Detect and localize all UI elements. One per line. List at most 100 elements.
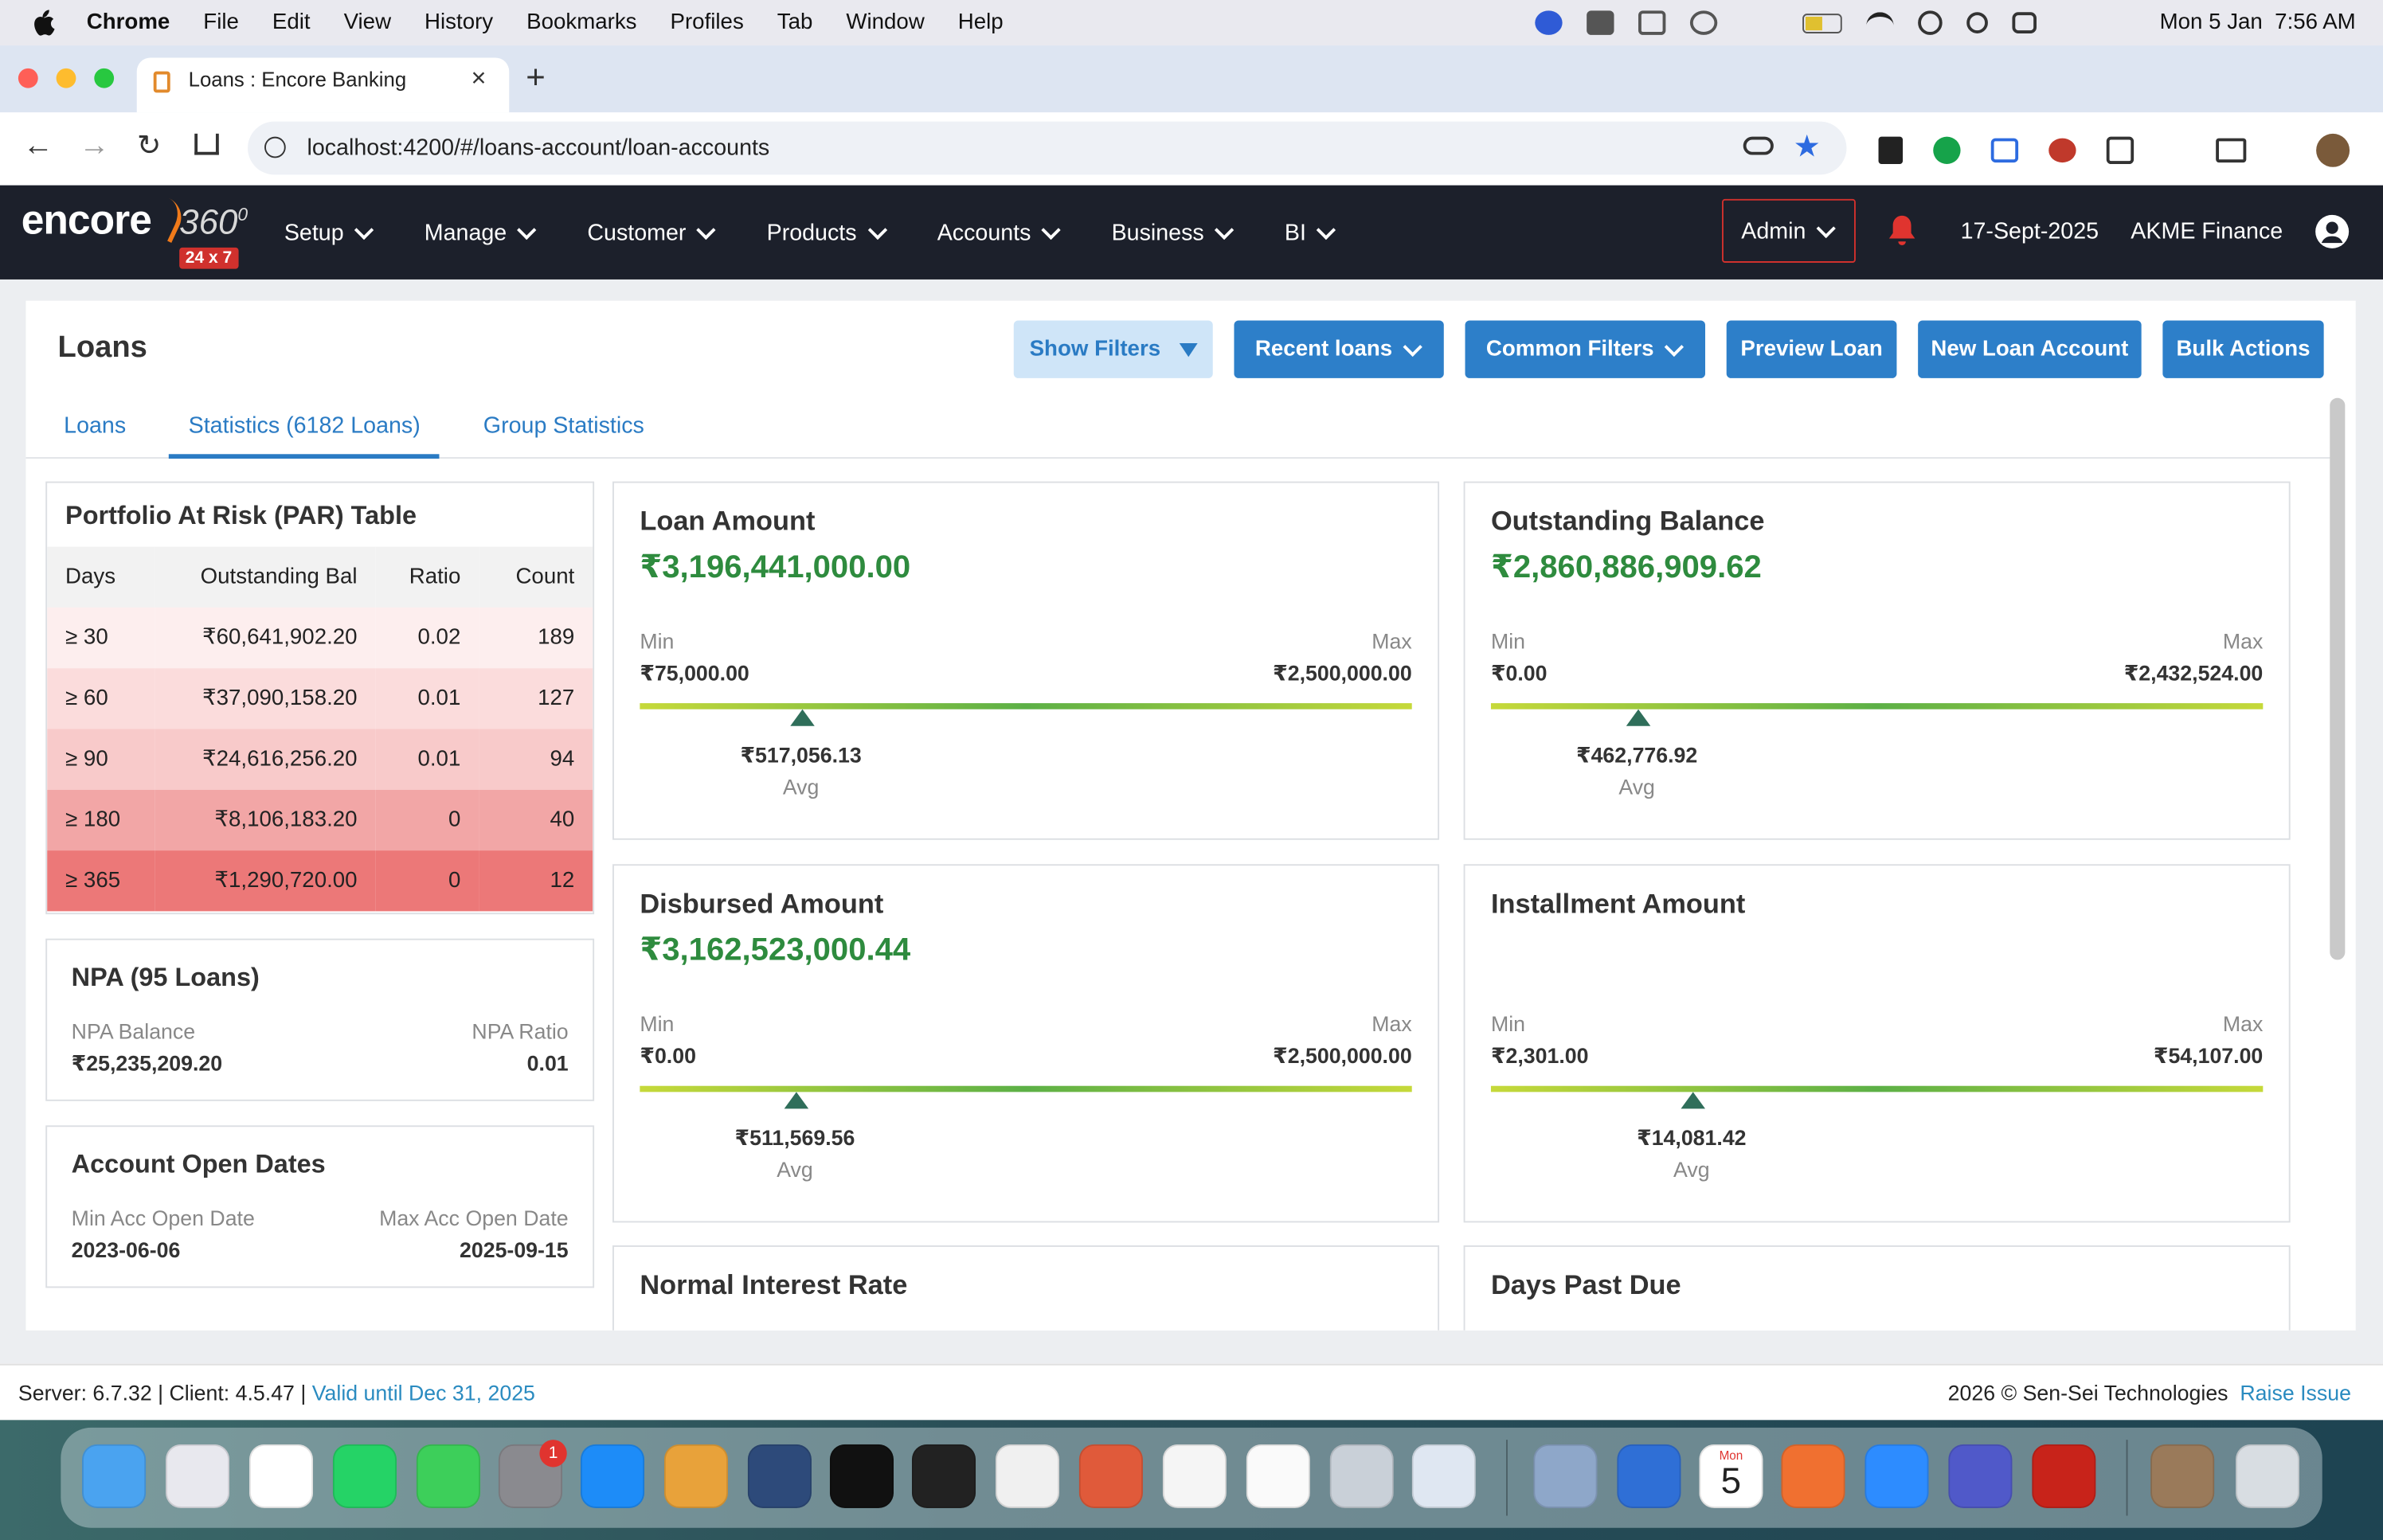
nav-menu[interactable]: Manage [425,220,538,245]
dock-app-icon[interactable] [416,1444,480,1508]
site-info-icon[interactable] [264,136,286,158]
vpn-status-icon[interactable] [1638,10,1666,35]
par-cell: 127 [538,686,575,711]
reload-button[interactable]: ↻ [136,131,162,163]
dock-app-icon[interactable] [2235,1444,2300,1508]
min-value: ₹75,000.00 [640,660,749,686]
nav-label: Customer [587,219,687,246]
zoom-status-icon[interactable] [1535,10,1563,35]
action-button[interactable]: Bulk Actions [2162,320,2324,378]
dock-app-icon[interactable] [911,1444,976,1508]
extension-icon[interactable] [1990,138,2019,163]
dock-app-icon[interactable] [663,1444,729,1508]
dock-app-icon[interactable] [1617,1444,1681,1508]
organization[interactable]: AKME Finance [2131,218,2283,245]
menu-item[interactable]: Help [957,10,1004,35]
action-button[interactable]: Preview Loan [1726,320,1897,378]
dock-app-icon[interactable] [1533,1444,1598,1508]
dock-app-icon[interactable] [1865,1444,1929,1508]
browser-menu[interactable]: ⋮ [2380,137,2383,164]
extension-icon[interactable] [1933,136,1961,164]
scrollbar[interactable] [2330,397,2346,960]
home-button[interactable] [194,133,219,155]
new-tab[interactable]: + [526,57,546,96]
menu-item[interactable]: View [343,10,392,35]
dock-app-icon[interactable] [82,1444,147,1508]
nav-menu[interactable]: Accounts [937,220,1062,245]
dock-app-icon[interactable] [1078,1444,1143,1508]
dock-app-icon[interactable] [995,1444,1060,1508]
active-tab[interactable]: Loans : Encore Banking × [136,57,510,113]
back-button[interactable]: ← [22,129,53,163]
admin-menu[interactable]: Admin [1721,198,1856,263]
dock-app-icon[interactable] [165,1444,230,1508]
forward-button[interactable]: → [79,129,110,163]
notification-bell[interactable] [1888,214,1916,248]
dock-app-icon[interactable] [332,1444,397,1508]
nav-menu[interactable]: Business [1112,220,1235,245]
card-title: Outstanding Balance [1490,506,1765,537]
raise-issue-link[interactable]: Raise Issue [2240,1380,2351,1405]
tab-search[interactable] [2216,138,2247,163]
menu-item[interactable]: Profiles [670,10,744,35]
dock-app-icon[interactable] [1329,1444,1394,1508]
maximize-window[interactable] [94,68,115,88]
menu-item[interactable]: Window [846,10,925,35]
dock-app-icon[interactable] [2032,1444,2096,1508]
user-menu[interactable] [2315,214,2350,249]
search-icon[interactable] [1966,12,1988,33]
extension-icon[interactable] [2048,138,2076,163]
dock-app-icon[interactable] [1246,1444,1310,1508]
menu-item[interactable]: History [425,10,494,35]
close-tab[interactable]: × [471,64,487,93]
action-button[interactable]: Recent loans [1234,320,1444,378]
nav-menu[interactable]: BI [1285,220,1336,245]
dock-app-icon[interactable] [1162,1444,1227,1508]
dock-app-icon[interactable] [1411,1444,1476,1508]
password-key-icon[interactable] [1743,136,1774,155]
teams-status-icon[interactable] [1587,10,1614,35]
min-value: ₹0.00 [640,1043,696,1068]
extension-icon[interactable] [1878,136,1904,164]
dock-app-icon[interactable] [747,1444,812,1508]
tab[interactable]: Statistics (6182 Loans) [188,412,421,440]
close-window[interactable] [18,68,38,88]
menu-item[interactable]: File [203,10,239,35]
max-label: Max [1371,1011,1412,1036]
nav-menu[interactable]: Products [767,220,887,245]
card-title: Installment Amount [1490,888,1746,919]
dock-app-icon[interactable] [829,1444,894,1508]
profile-avatar[interactable] [2316,133,2350,167]
menu-item[interactable]: Edit [272,10,311,35]
app-menu[interactable]: Chrome [86,10,170,35]
dock-app-icon[interactable] [1781,1444,1845,1508]
logo[interactable]: encore [21,197,152,244]
menu-item[interactable]: Bookmarks [526,10,637,35]
column-header: Outstanding Bal [200,565,358,590]
action-button[interactable]: Common Filters [1465,320,1706,378]
apple-icon[interactable] [32,9,55,36]
nav-menu[interactable]: Setup [284,220,374,245]
tab[interactable]: Group Statistics [483,412,644,440]
action-button[interactable]: New Loan Account [1918,320,2142,378]
dock-app-icon[interactable] [1948,1444,2013,1508]
bookmark-star[interactable]: ★ [1793,131,1821,164]
url[interactable]: localhost:4200/#/loans-account/loan-acco… [307,135,770,162]
dock-app-icon[interactable] [2150,1444,2215,1508]
wifi-icon[interactable] [1866,12,1894,33]
dock-app-icon[interactable] [1699,1444,1763,1508]
dock-app-icon[interactable] [580,1444,645,1508]
hotspot-icon[interactable] [1689,10,1718,35]
media-icon[interactable] [1918,10,1943,35]
menu-item[interactable]: Tab [777,10,813,35]
action-button[interactable]: Show Filters [1013,320,1213,378]
extensions-menu[interactable] [2106,136,2135,164]
par-row: ≥ 30 ₹60,641,902.20 0.02 189 [47,607,593,669]
nav-menu[interactable]: Customer [587,219,717,246]
omnibox[interactable]: localhost:4200/#/loans-account/loan-acco… [248,121,1847,175]
minimize-window[interactable] [56,68,76,88]
control-center-icon[interactable] [2012,12,2037,33]
battery-icon[interactable] [1802,13,1842,33]
dock-app-icon[interactable] [248,1444,314,1508]
tab[interactable]: Loans [64,412,127,440]
